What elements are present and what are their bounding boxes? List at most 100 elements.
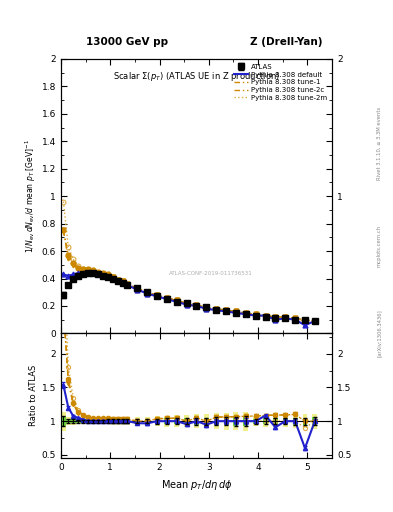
Bar: [66, 419, 71, 423]
Pythia 8.308 tune-2m: [95, 270, 100, 276]
Pythia 8.308 tune-2m: [194, 303, 199, 309]
Bar: [95, 418, 100, 424]
Pythia 8.308 tune-2c: [105, 271, 110, 278]
Text: Scalar $\Sigma(p_T)$ (ATLAS UE in Z production): Scalar $\Sigma(p_T)$ (ATLAS UE in Z prod…: [113, 70, 280, 83]
Pythia 8.308 tune-1: [61, 227, 66, 233]
Y-axis label: Ratio to ATLAS: Ratio to ATLAS: [29, 365, 37, 426]
Pythia 8.308 tune-2c: [120, 278, 125, 284]
Pythia 8.308 tune-2c: [184, 300, 189, 306]
Pythia 8.308 tune-1: [184, 300, 189, 306]
Bar: [164, 418, 169, 424]
Bar: [145, 419, 150, 423]
Pythia 8.308 tune-2c: [66, 252, 71, 258]
Bar: [86, 418, 90, 424]
Bar: [154, 416, 160, 426]
Pythia 8.308 default: [253, 312, 258, 318]
Pythia 8.308 default: [66, 273, 71, 279]
Pythia 8.308 tune-2m: [165, 296, 169, 302]
Pythia 8.308 tune-1: [91, 269, 95, 275]
Pythia 8.308 tune-2m: [233, 310, 238, 316]
Pythia 8.308 tune-2c: [71, 261, 75, 267]
Pythia 8.308 tune-2m: [243, 311, 248, 317]
Pythia 8.308 tune-1: [135, 285, 140, 291]
Bar: [174, 415, 179, 427]
Pythia 8.308 tune-2m: [71, 256, 75, 262]
Pythia 8.308 default: [86, 270, 90, 276]
Pythia 8.308 default: [145, 290, 150, 296]
Pythia 8.308 tune-2c: [125, 281, 130, 287]
Pythia 8.308 default: [81, 270, 85, 276]
Bar: [105, 418, 110, 424]
Pythia 8.308 tune-2m: [105, 273, 110, 279]
Pythia 8.308 default: [243, 311, 248, 317]
Pythia 8.308 default: [224, 308, 228, 314]
Bar: [263, 418, 268, 424]
Pythia 8.308 default: [61, 271, 66, 278]
Bar: [100, 419, 105, 423]
Pythia 8.308 tune-2c: [135, 285, 140, 291]
Pythia 8.308 tune-2m: [312, 318, 317, 324]
Bar: [273, 415, 278, 428]
Bar: [71, 419, 76, 423]
Pythia 8.308 default: [71, 271, 75, 278]
Pythia 8.308 tune-2m: [174, 299, 179, 305]
Bar: [135, 419, 140, 423]
Pythia 8.308 tune-1: [120, 278, 125, 284]
Pythia 8.308 default: [303, 322, 307, 328]
Bar: [303, 418, 307, 424]
Bar: [105, 419, 110, 423]
Pythia 8.308 tune-2c: [145, 289, 150, 295]
Pythia 8.308 tune-1: [155, 292, 160, 298]
Bar: [303, 414, 307, 428]
Pythia 8.308 tune-1: [273, 314, 278, 320]
Pythia 8.308 tune-2m: [184, 302, 189, 308]
Pythia 8.308 default: [233, 310, 238, 316]
Pythia 8.308 tune-2m: [303, 318, 307, 324]
Pythia 8.308 tune-1: [86, 267, 90, 273]
X-axis label: Mean $p_T/d\eta\,d\phi$: Mean $p_T/d\eta\,d\phi$: [161, 478, 232, 492]
Bar: [120, 417, 125, 425]
Pythia 8.308 tune-1: [204, 304, 209, 310]
Pythia 8.308 tune-2m: [101, 271, 105, 278]
Pythia 8.308 tune-2c: [253, 311, 258, 317]
Bar: [71, 418, 76, 424]
Bar: [90, 420, 95, 423]
Bar: [100, 418, 105, 424]
Pythia 8.308 tune-2m: [224, 308, 228, 314]
Pythia 8.308 tune-2m: [253, 312, 258, 318]
Pythia 8.308 tune-2m: [214, 307, 219, 313]
Pythia 8.308 default: [312, 318, 317, 324]
Pythia 8.308 tune-2m: [86, 267, 90, 273]
Pythia 8.308 default: [110, 275, 115, 282]
Bar: [145, 417, 150, 425]
Bar: [135, 417, 140, 425]
Pythia 8.308 tune-1: [293, 315, 298, 322]
Pythia 8.308 tune-2c: [86, 266, 90, 272]
Pythia 8.308 tune-2m: [81, 266, 85, 272]
Pythia 8.308 tune-2m: [110, 275, 115, 282]
Bar: [86, 420, 90, 423]
Pythia 8.308 tune-2c: [312, 318, 317, 324]
Pythia 8.308 tune-1: [224, 307, 228, 313]
Pythia 8.308 tune-2m: [61, 199, 66, 205]
Pythia 8.308 tune-1: [145, 289, 150, 295]
Bar: [273, 418, 278, 424]
Bar: [95, 419, 100, 423]
Bar: [115, 419, 120, 423]
Pythia 8.308 tune-1: [194, 302, 199, 308]
Pythia 8.308 tune-2c: [174, 297, 179, 304]
Line: Pythia 8.308 tune-2m: Pythia 8.308 tune-2m: [63, 202, 315, 321]
Pythia 8.308 tune-2c: [263, 312, 268, 318]
Pythia 8.308 tune-2m: [135, 286, 140, 292]
Pythia 8.308 default: [184, 302, 189, 308]
Bar: [76, 419, 81, 423]
Pythia 8.308 tune-1: [95, 270, 100, 276]
Line: Pythia 8.308 default: Pythia 8.308 default: [63, 273, 315, 325]
Pythia 8.308 tune-2c: [91, 267, 95, 273]
Pythia 8.308 tune-2m: [76, 263, 81, 269]
Bar: [283, 415, 288, 428]
Pythia 8.308 default: [194, 303, 199, 309]
Pythia 8.308 tune-1: [71, 262, 75, 268]
Pythia 8.308 tune-1: [243, 310, 248, 316]
Pythia 8.308 tune-1: [233, 308, 238, 314]
